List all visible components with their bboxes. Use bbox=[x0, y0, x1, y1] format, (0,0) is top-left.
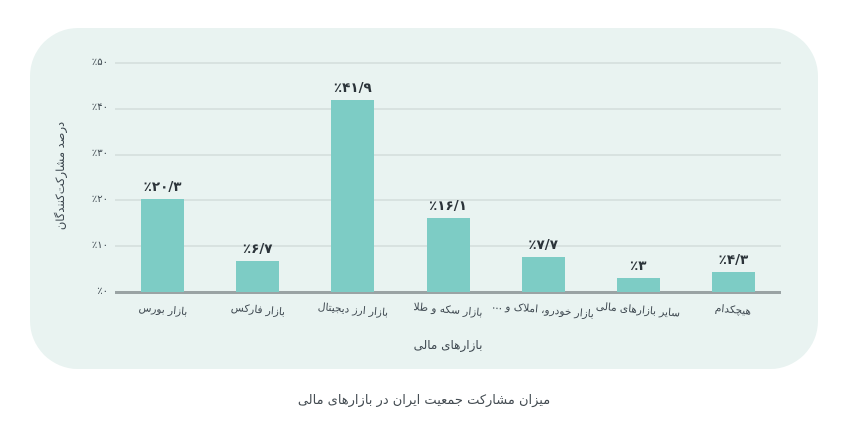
y-tick-label: ٪۲۰ bbox=[91, 193, 108, 205]
bar-value-label: ٪۶/۷ bbox=[242, 241, 273, 258]
y-tick-label: ٪۰ bbox=[97, 285, 108, 297]
y-tick-label: ٪۵۰ bbox=[91, 56, 108, 68]
bar bbox=[236, 261, 280, 292]
bar-value-label: ٪۷/۷ bbox=[528, 236, 558, 253]
y-tick-label: ٪۳۰ bbox=[91, 148, 108, 160]
bar-value-label: ٪۳ bbox=[630, 258, 647, 275]
bar bbox=[426, 218, 470, 292]
chart-caption: میزان مشارکت جمعیت ایران در بازارهای مال… bbox=[297, 393, 551, 408]
y-gridline bbox=[115, 153, 781, 156]
y-tick-label: ٪۱۰ bbox=[91, 239, 108, 251]
x-axis-title: بازارهای مالی bbox=[413, 338, 483, 352]
bar-value-label: ٪۱۶/۱ bbox=[429, 198, 467, 215]
bar bbox=[616, 278, 660, 292]
bar-value-label: ٪۲۰/۳ bbox=[143, 179, 182, 196]
bar-value-label: ٪۴/۳ bbox=[718, 252, 749, 269]
y-gridline bbox=[115, 107, 781, 110]
bar bbox=[331, 100, 375, 292]
y-gridline bbox=[115, 199, 781, 202]
bar bbox=[521, 256, 565, 292]
bar-chart-plot-area: ٪۰ ٪۱۰ ٪۲۰ ٪۳۰ ٪۴۰ ٪۵۰ ٪۲۰/۳ بازار بورس ٪۶/۷ بازا… bbox=[30, 28, 818, 369]
bar bbox=[141, 199, 185, 292]
y-axis-title: درصد مشارکت‌کنندگان bbox=[53, 121, 67, 231]
bar bbox=[711, 272, 755, 292]
y-gridline bbox=[115, 62, 781, 64]
chart-panel: ٪۰ ٪۱۰ ٪۲۰ ٪۳۰ ٪۴۰ ٪۵۰ ٪۲۰/۳ بازار بورس ٪۶/۷ بازا… bbox=[30, 28, 818, 369]
y-tick-label: ٪۴۰ bbox=[91, 102, 108, 114]
x-axis-line bbox=[115, 290, 781, 294]
bar-value-label: ٪۴۱/۹ bbox=[333, 80, 372, 97]
